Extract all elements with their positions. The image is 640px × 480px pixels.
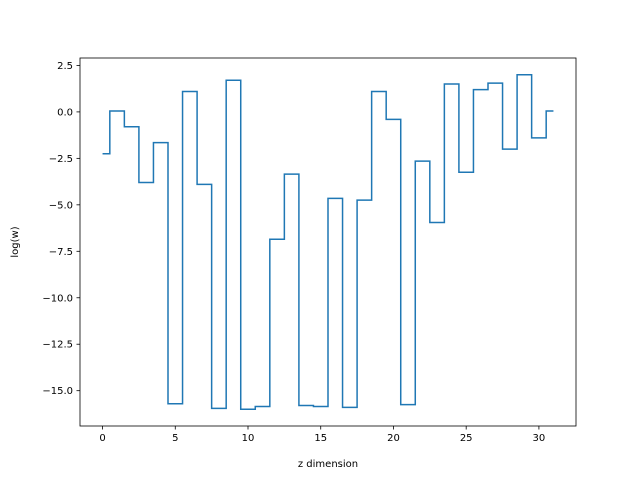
y-tick-label: −5.0: [49, 200, 73, 211]
x-tick-label: 15: [314, 433, 327, 444]
x-tick-label: 20: [387, 433, 400, 444]
y-tick-label: −15.0: [42, 386, 73, 397]
y-tick-label: −2.5: [49, 154, 73, 165]
x-tick-label: 30: [533, 433, 546, 444]
x-tick-label: 5: [172, 433, 178, 444]
x-tick-label: 10: [242, 433, 255, 444]
x-tick-label: 0: [99, 433, 105, 444]
y-tick-label: 2.5: [57, 61, 73, 72]
x-axis-label: z dimension: [298, 459, 358, 470]
y-tick-label: −10.0: [42, 293, 73, 304]
y-axis-label: log(w): [10, 226, 21, 257]
y-tick-label: −7.5: [49, 247, 73, 258]
y-tick-label: −12.5: [42, 340, 73, 351]
ticks: 0 5 10 15 20 25 30 2.5 0.0 −2.5 −5.0 −7.5 −10.0 −12.5…: [42, 61, 545, 444]
plot-frame: [79, 57, 577, 427]
y-tick-label: 0.0: [57, 107, 73, 118]
x-tick-label: 25: [460, 433, 473, 444]
series-line: [102, 73, 554, 411]
